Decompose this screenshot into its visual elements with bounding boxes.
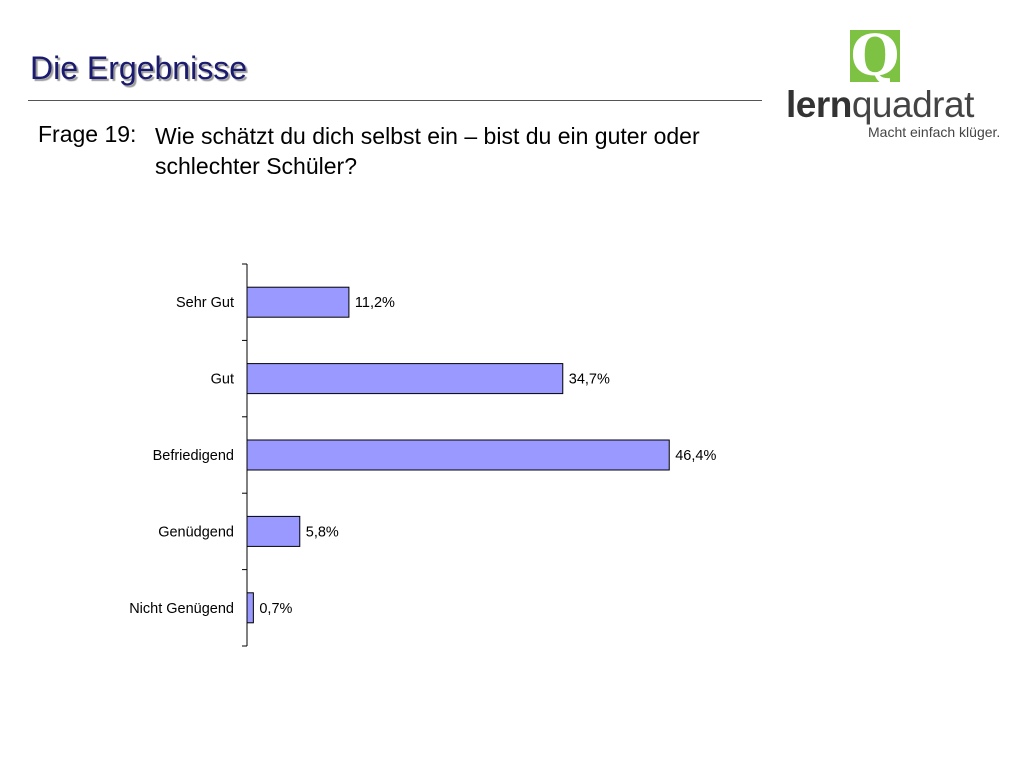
bar-genüdgend (246, 515, 301, 547)
category-label: Befriedigend (153, 448, 234, 464)
logo-q-icon: Q (850, 23, 900, 89)
category-label: Sehr Gut (176, 295, 234, 311)
logo-tagline: Macht einfach klüger. (868, 124, 1001, 140)
title-divider (28, 100, 762, 101)
bar-befriedigend (246, 439, 670, 471)
category-label: Nicht Genügend (129, 601, 234, 617)
value-label: 0,7% (259, 601, 292, 617)
value-label: 11,2% (355, 295, 395, 311)
category-label: Genüdgend (158, 524, 234, 540)
question-text: Wie schätzt du dich selbst ein – bist du… (155, 123, 700, 179)
logo-word-rest: quadrat (851, 84, 975, 125)
question-number: Frage 19: (38, 121, 137, 147)
bar-gut (246, 363, 564, 395)
lernquadrat-logo: Q lernquadrat Macht einfach klüger. (786, 23, 1002, 142)
bar-nicht-genügend (246, 592, 254, 624)
category-label: Gut (211, 372, 234, 388)
page-title: Die Ergebnisse (30, 50, 247, 86)
bar-sehr-gut (246, 286, 350, 318)
logo-wordmark: lernquadrat (786, 84, 974, 126)
chart-layer: Sehr Gut 11,2% Gut 34,7% Befriedigend 46,4% Ge… (129, 263, 716, 647)
value-label: 46,4% (675, 448, 716, 464)
logo-word-bold: lern (786, 84, 852, 125)
value-label: 34,7% (569, 372, 610, 388)
value-label: 5,8% (306, 524, 339, 540)
